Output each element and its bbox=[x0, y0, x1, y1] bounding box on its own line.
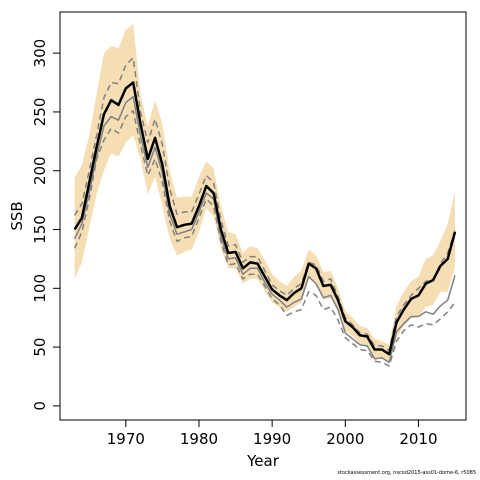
footnote: stockassessment.org, nscod2015-ass01-dom… bbox=[337, 470, 476, 476]
y-tick-label: 50 bbox=[31, 338, 49, 357]
x-tick-label: 1970 bbox=[107, 430, 145, 448]
y-tick-label: 150 bbox=[31, 215, 49, 244]
y-axis: 0 50 100 150 200 250 300 bbox=[31, 39, 60, 411]
series-estimate-line bbox=[73, 81, 457, 356]
x-tick-label: 1980 bbox=[180, 430, 218, 448]
x-tick-label: 2010 bbox=[399, 430, 437, 448]
y-tick-label: 300 bbox=[31, 39, 49, 68]
x-axis: 1970 1980 1990 2000 2010 bbox=[107, 420, 438, 448]
y-axis-title: SSB bbox=[8, 201, 26, 230]
x-tick-label: 1990 bbox=[253, 430, 291, 448]
y-tick-label: 250 bbox=[31, 98, 49, 127]
series-dashed-lower-line bbox=[73, 110, 456, 367]
plot-area bbox=[73, 23, 457, 367]
confidence-band bbox=[74, 23, 455, 364]
y-tick-label: 200 bbox=[31, 156, 49, 185]
y-tick-label: 0 bbox=[31, 401, 49, 411]
x-tick-label: 2000 bbox=[326, 430, 364, 448]
x-axis-title: Year bbox=[246, 452, 280, 470]
y-tick-label: 100 bbox=[31, 274, 49, 303]
plot-frame bbox=[59, 11, 467, 421]
series-grey-line bbox=[73, 95, 456, 364]
